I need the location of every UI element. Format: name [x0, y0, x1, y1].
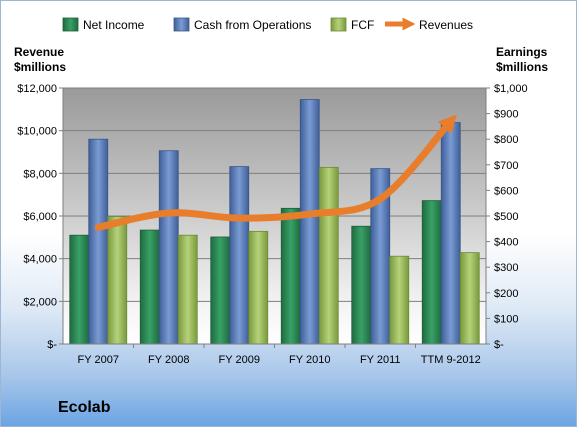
left-axis-tick-label: $10,000 [17, 126, 57, 138]
legend-fcf-label: FCF [351, 18, 374, 32]
cash-from-operations-bar [229, 166, 250, 345]
x-axis-tick-label: FY 2008 [148, 354, 189, 366]
right-axis-tick-label: $1,000 [494, 83, 528, 95]
left-axis-title-line2: $millions [14, 60, 67, 74]
net-income-bar [351, 225, 372, 345]
left-axis-title-line1: Revenue [14, 45, 65, 59]
right-axis-title-line2: $millions [496, 60, 549, 74]
left-axis-tick-label: $12,000 [17, 83, 57, 95]
right-axis-tick-label: $800 [494, 134, 518, 146]
legend-net-income: Net Income [62, 17, 145, 32]
fcf-bar [177, 234, 198, 345]
right-axis-tick-label: $900 [494, 109, 518, 121]
cash-from-operations-bar [299, 99, 320, 345]
right-axis-tick-label: $500 [494, 211, 518, 223]
right-axis-tick-label: $- [494, 339, 504, 351]
x-axis-tick-label: FY 2010 [289, 354, 330, 366]
x-axis-tick-label: TTM 9-2012 [421, 354, 481, 366]
net-income-bar [69, 234, 90, 345]
left-axis-tick-label: $- [47, 339, 57, 351]
fcf-bar [389, 255, 410, 345]
chart-title: Ecolab [58, 399, 111, 416]
legend-fcf: FCF [330, 17, 374, 32]
legend-cash-from-operations-label: Cash from Operations [194, 18, 311, 32]
legend-revenues-label: Revenues [419, 18, 473, 32]
right-axis-tick-label: $400 [494, 237, 518, 249]
right-axis-tick-label: $100 [494, 313, 518, 325]
right-axis-tick-label: $600 [494, 185, 518, 197]
legend-net-income-swatch [62, 17, 79, 32]
x-axis-tick-label: FY 2007 [78, 354, 119, 366]
cash-from-operations-bar [440, 122, 461, 345]
net-income-bar [280, 207, 301, 345]
revenues-line [94, 114, 457, 231]
fcf-bar [459, 252, 480, 345]
right-axis-title: Earnings $millions [496, 45, 548, 75]
left-axis-tick-label: $8,000 [23, 168, 57, 180]
legend-cash-from-operations: Cash from Operations [173, 17, 311, 32]
right-axis-title-line1: Earnings [496, 45, 548, 59]
cash-from-operations-bar [158, 150, 179, 345]
net-income-bar [139, 229, 160, 345]
legend-fcf-swatch [330, 17, 347, 32]
left-axis-tick-label: $2,000 [23, 296, 57, 308]
right-axis-tick-label: $700 [494, 160, 518, 172]
net-income-bar [210, 236, 231, 345]
x-axis-tick-label: FY 2009 [219, 354, 260, 366]
left-axis-tick-label: $6,000 [23, 211, 57, 223]
legend-cash-from-operations-swatch [173, 17, 190, 32]
fcf-bar [248, 230, 269, 345]
left-axis-title: Revenue $millions [14, 45, 66, 75]
right-axis-tick-label: $200 [494, 288, 518, 300]
fcf-bar [107, 216, 128, 345]
cash-from-operations-bar [88, 138, 109, 345]
net-income-bar [421, 200, 442, 345]
legend-net-income-label: Net Income [83, 18, 145, 32]
x-axis-tick-label: FY 2011 [360, 354, 401, 366]
right-axis-tick-label: $300 [494, 262, 518, 274]
fcf-bar [318, 166, 339, 345]
legend-revenues: Revenues [385, 17, 473, 32]
left-axis-tick-label: $4,000 [23, 254, 57, 266]
